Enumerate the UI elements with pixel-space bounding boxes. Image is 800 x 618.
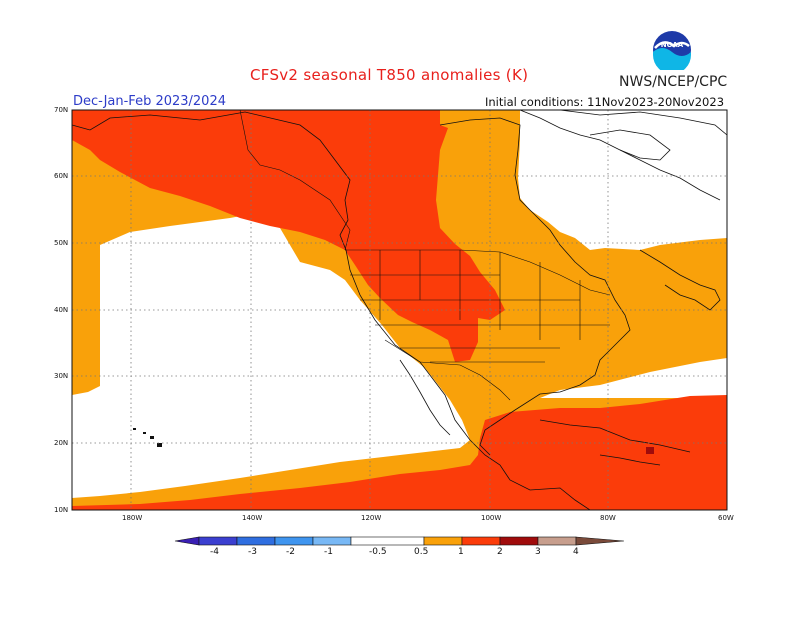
organization-label: NWS/NCEP/CPC (619, 74, 728, 90)
colorbar-label-3: 3 (535, 547, 541, 557)
colorbar-neg1-neg05 (312, 536, 352, 546)
coastlines (72, 110, 727, 510)
anomaly-region-2-3 (646, 447, 654, 454)
lon-label-60w: 60W (718, 514, 734, 522)
political-borders (239, 110, 611, 401)
colorbar-neutral (350, 536, 425, 546)
logo-text: NOAA (661, 41, 684, 49)
colorbar-label-05: 0.5 (414, 547, 429, 557)
colorbar-neg3-neg2 (236, 536, 276, 546)
lat-label-20n: 20N (54, 439, 69, 447)
lat-label-30n: 30N (54, 372, 69, 380)
initial-conditions-label: Initial conditions: 11Nov2023-20Nov2023 (485, 95, 725, 109)
colorbar-label-2: 2 (497, 547, 503, 557)
lon-label-80w: 80W (600, 514, 616, 522)
colorbar-label-neg2: -2 (286, 547, 295, 557)
colorbar-label-neg4: -4 (210, 547, 219, 557)
colorbar-label-neg05: -0.5 (369, 547, 387, 557)
colorbar-lt-neg4 (174, 536, 200, 546)
colorbar-1-2 (461, 536, 501, 546)
colorbar-2-3 (499, 536, 539, 546)
colorbar-neg2-neg1 (274, 536, 314, 546)
colorbar-label-4: 4 (573, 547, 579, 557)
noaa-logo-icon: NOAA (653, 31, 691, 70)
colorbar-label-neg3: -3 (248, 547, 257, 557)
figure-title: CFSv2 seasonal T850 anomalies (K) (250, 66, 529, 84)
colorbar-3-4 (537, 536, 577, 546)
colorbar-05-1 (423, 536, 463, 546)
colorbar-gt4 (575, 536, 625, 546)
lon-label-180w: 180W (122, 514, 143, 522)
anomaly-region-1-2-north (72, 110, 505, 362)
lon-label-100w: 100W (481, 514, 502, 522)
colorbar-label-neg1: -1 (324, 547, 333, 557)
colorbar-neg4-neg3 (198, 536, 238, 546)
lat-label-50n: 50N (54, 239, 69, 247)
gridlines (72, 110, 727, 510)
colorbar-label-1: 1 (458, 547, 464, 557)
lon-label-140w: 140W (242, 514, 263, 522)
lat-label-70n: 70N (54, 106, 69, 114)
season-label: Dec-Jan-Feb 2023/2024 (73, 94, 226, 109)
lat-label-10n: 10N (54, 506, 69, 514)
lat-label-60n: 60N (54, 172, 69, 180)
lat-label-40n: 40N (54, 306, 69, 314)
islands (133, 428, 162, 447)
lon-label-120w: 120W (361, 514, 382, 522)
map-frame (71, 109, 728, 511)
